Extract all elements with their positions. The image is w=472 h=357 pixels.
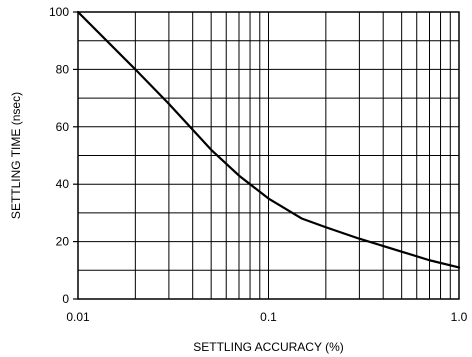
y-tick-label: 80 xyxy=(56,62,70,76)
tick-labels: 0.01 0.1 1.0 0 20 40 60 80 100 xyxy=(49,5,468,324)
y-tick-label: 60 xyxy=(56,120,70,134)
x-tick-label: 1.0 xyxy=(451,310,468,324)
y-tick-label: 0 xyxy=(62,292,69,306)
x-tick-label: 0.1 xyxy=(260,310,277,324)
plot-border xyxy=(77,11,460,300)
y-axis-title: SETTLING TIME (nsec) xyxy=(9,92,23,219)
x-axis-title: SETTLING ACCURACY (%) xyxy=(193,340,343,354)
x-tick-label: 0.01 xyxy=(66,310,90,324)
plot-frame xyxy=(73,11,460,300)
y-tick-label: 40 xyxy=(56,177,70,191)
y-tick-label: 100 xyxy=(49,5,69,19)
y-tick-label: 20 xyxy=(56,235,70,249)
series-layer xyxy=(76,10,461,269)
axis-titles: SETTLING ACCURACY (%) SETTLING TIME (nse… xyxy=(9,92,344,354)
settling-curve xyxy=(76,10,461,269)
grid xyxy=(78,12,459,299)
